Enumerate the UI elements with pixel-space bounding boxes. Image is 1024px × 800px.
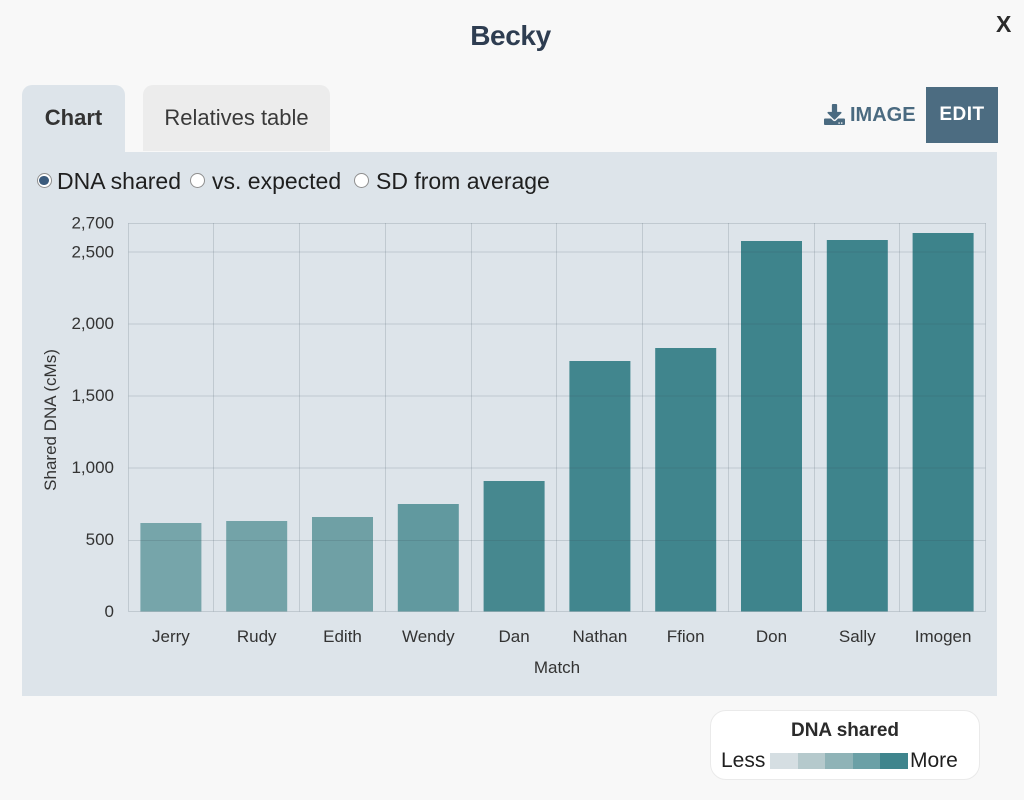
svg-text:Rudy: Rudy: [237, 627, 277, 646]
svg-text:Don: Don: [756, 627, 787, 646]
svg-text:0: 0: [105, 602, 114, 621]
svg-text:Edith: Edith: [323, 627, 362, 646]
svg-text:2,500: 2,500: [71, 242, 114, 261]
svg-text:Sally: Sally: [839, 627, 876, 646]
svg-text:Match: Match: [534, 658, 580, 677]
svg-text:Jerry: Jerry: [152, 627, 190, 646]
svg-text:2,700: 2,700: [71, 214, 114, 233]
svg-text:Nathan: Nathan: [572, 627, 627, 646]
svg-text:1,500: 1,500: [71, 386, 114, 405]
svg-text:Dan: Dan: [499, 627, 530, 646]
svg-text:2,000: 2,000: [71, 314, 114, 333]
svg-text:Imogen: Imogen: [915, 627, 972, 646]
svg-text:500: 500: [86, 530, 114, 549]
svg-text:Ffion: Ffion: [667, 627, 705, 646]
svg-text:1,000: 1,000: [71, 458, 114, 477]
svg-text:Wendy: Wendy: [402, 627, 455, 646]
svg-text:Shared DNA (cMs): Shared DNA (cMs): [41, 349, 60, 491]
